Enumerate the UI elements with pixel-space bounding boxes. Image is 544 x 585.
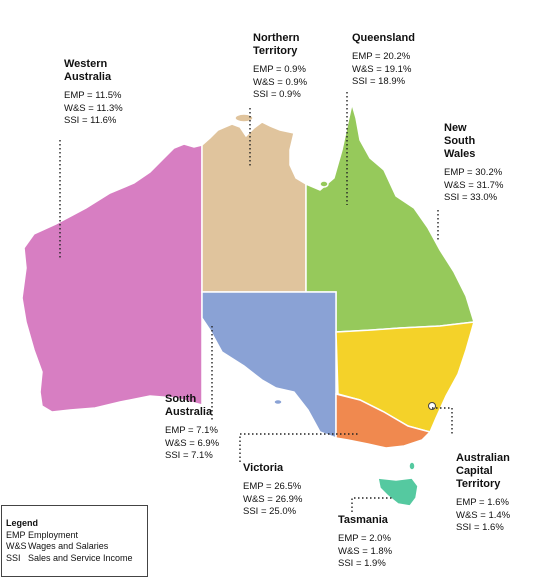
stat-emp: EMP = 20.2% <box>352 51 411 62</box>
stat-emp: EMP = 0.9% <box>253 64 306 75</box>
stat-ws: W&S = 0.9% <box>253 76 308 88</box>
region-name: Australia <box>64 71 112 83</box>
region-stats: EMP = 2.0% W&S = 1.8% SSI = 1.9% <box>338 533 392 571</box>
region-stats: EMP = 20.2% W&S = 19.1% SSI = 18.9% <box>352 51 415 89</box>
island-melville <box>234 113 254 123</box>
legend-abbr: W&S <box>6 541 27 551</box>
stat-emp: EMP = 7.1% <box>165 425 218 436</box>
region-stats: EMP = 0.9% W&S = 0.9% SSI = 0.9% <box>253 64 307 102</box>
stat-ssi: SSI = 0.9% <box>253 89 301 100</box>
stat-emp: EMP = 26.5% <box>243 481 302 492</box>
region-wa[interactable] <box>21 143 203 413</box>
island-groote <box>319 180 329 188</box>
region-name: South <box>444 135 476 147</box>
stat-emp: EMP = 30.2% <box>444 167 503 178</box>
legend-item: SSI Sales and Service Income <box>6 553 143 565</box>
stat-ssi: SSI = 7.1% <box>165 450 213 461</box>
stat-ssi: SSI = 1.9% <box>338 558 386 569</box>
stat-ssi: SSI = 18.9% <box>352 76 406 87</box>
region-stats: EMP = 1.6% W&S = 1.4% SSI = 1.6% <box>456 497 510 535</box>
stat-ws: W&S = 1.8% <box>338 545 393 557</box>
label-wa: Western Australia EMP = 11.5% W&S = 11.3… <box>64 58 123 128</box>
island-kangaroo <box>273 398 283 406</box>
region-stats: EMP = 30.2% W&S = 31.7% SSI = 33.0% <box>444 167 503 205</box>
legend: Legend EMP Employment W&SWages and Salari… <box>1 505 148 577</box>
stat-ws: W&S = 31.7% <box>444 179 504 191</box>
stat-ws: W&S = 19.1% <box>352 63 412 75</box>
stat-ssi: SSI = 1.6% <box>456 522 504 533</box>
region-name: Australian <box>456 452 510 464</box>
region-vic[interactable] <box>335 393 432 449</box>
leader-lines <box>59 92 453 512</box>
label-act: Australian Capital Territory EMP = 1.6% … <box>456 452 510 535</box>
legend-item: EMP Employment <box>6 530 143 542</box>
region-name: Victoria <box>243 462 284 474</box>
stat-ssi: SSI = 33.0% <box>444 192 498 203</box>
region-name: Territory <box>253 45 298 57</box>
legend-abbr: SSI <box>6 552 21 563</box>
label-tas: Tasmania EMP = 2.0% W&S = 1.8% SSI = 1.9… <box>338 514 392 571</box>
region-nt[interactable] <box>201 121 307 293</box>
legend-item: W&SWages and Salaries <box>6 541 143 553</box>
region-name: South <box>165 393 197 405</box>
label-nt: Northern Territory EMP = 0.9% W&S = 0.9%… <box>253 32 307 102</box>
label-qld: Queensland EMP = 20.2% W&S = 19.1% SSI =… <box>352 32 415 89</box>
legend-abbr: EMP <box>6 529 26 540</box>
region-sa[interactable] <box>201 291 337 440</box>
stat-ws: W&S = 1.4% <box>456 509 511 521</box>
region-name: Queensland <box>352 32 415 44</box>
label-vic: Victoria EMP = 26.5% W&S = 26.9% SSI = 2… <box>243 462 302 519</box>
region-name: Western <box>64 58 108 70</box>
stat-ws: W&S = 26.9% <box>243 493 303 505</box>
region-stats: EMP = 7.1% W&S = 6.9% SSI = 7.1% <box>165 425 219 463</box>
legend-text: Sales and Service Income <box>28 552 133 563</box>
region-name: Northern <box>253 32 300 44</box>
region-tas[interactable] <box>377 477 419 507</box>
stat-ssi: SSI = 25.0% <box>243 506 297 517</box>
stat-emp: EMP = 2.0% <box>338 533 391 544</box>
region-stats: EMP = 11.5% W&S = 11.3% SSI = 11.6% <box>64 90 123 128</box>
stat-emp: EMP = 1.6% <box>456 497 509 508</box>
island-flinders <box>408 461 416 471</box>
region-name: Tasmania <box>338 514 388 526</box>
region-stats: EMP = 26.5% W&S = 26.9% SSI = 25.0% <box>243 481 302 519</box>
stat-ws: W&S = 11.3% <box>64 102 123 114</box>
region-name: Territory <box>456 478 501 490</box>
region-name: Australia <box>165 406 213 418</box>
legend-title: Legend <box>6 518 39 528</box>
region-name: Wales <box>444 148 476 160</box>
label-sa: South Australia EMP = 7.1% W&S = 6.9% SS… <box>165 393 219 463</box>
legend-text: Wages and Salaries <box>28 541 109 551</box>
region-name: New <box>444 122 467 134</box>
stat-emp: EMP = 11.5% <box>64 90 122 101</box>
label-nsw: New South Wales EMP = 30.2% W&S = 31.7% … <box>444 122 503 205</box>
stat-ws: W&S = 6.9% <box>165 437 220 449</box>
stat-ssi: SSI = 11.6% <box>64 115 117 126</box>
legend-text: Employment <box>28 529 79 540</box>
region-act[interactable] <box>428 402 436 410</box>
region-name: Capital <box>456 465 493 477</box>
